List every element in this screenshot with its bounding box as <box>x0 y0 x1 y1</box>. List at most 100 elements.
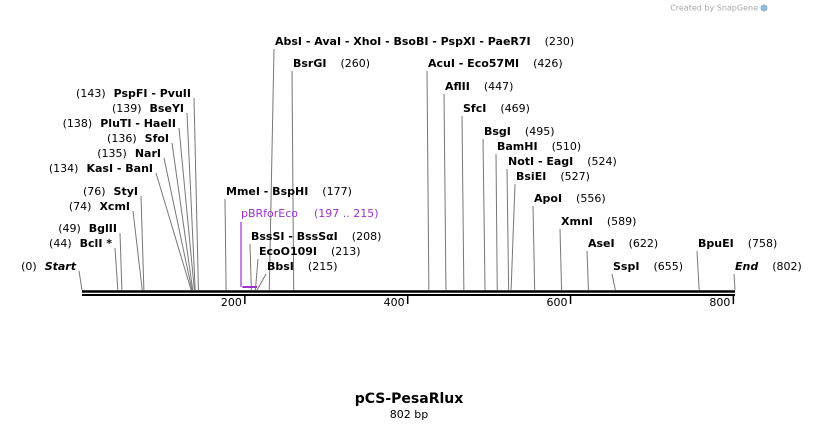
site-line <box>461 115 465 291</box>
site-position: (622) <box>629 237 659 250</box>
enzyme-name: PluTI - HaeII <box>100 117 176 130</box>
enzyme-name: BglII <box>89 222 117 235</box>
enzyme-name: XcmI <box>99 200 130 213</box>
site-label: (134) KasI - BanI <box>49 162 153 175</box>
enzyme-name: MmeI - BspHI <box>226 185 308 198</box>
site-label: BpuEI (758) <box>698 237 777 250</box>
site-label: MmeI - BspHI (177) <box>226 185 352 198</box>
site-position: (76) <box>83 185 106 198</box>
site-position: (447) <box>484 80 514 93</box>
site-position: (655) <box>653 260 683 273</box>
site-label: AflII (447) <box>445 80 513 93</box>
site-position: (143) <box>76 87 106 100</box>
site-label: BbsI (215) <box>267 260 338 273</box>
site-position: (135) <box>97 147 127 160</box>
site-line <box>155 172 192 291</box>
enzyme-name: BclI * <box>80 237 113 250</box>
site-line <box>510 183 516 291</box>
ruler-tick-label: 400 <box>384 296 405 309</box>
site-label: (49) BglII <box>58 222 117 235</box>
site-line <box>249 243 252 291</box>
site-position: (495) <box>525 125 555 138</box>
enzyme-name: AcuI - Eco57MI <box>428 57 519 70</box>
site-line <box>426 70 430 291</box>
site-line <box>224 198 227 291</box>
site-position: (758) <box>748 237 778 250</box>
site-position: (44) <box>49 237 72 250</box>
site-label: BssSI - BssSαI (208) <box>251 230 381 243</box>
site-line <box>443 93 447 291</box>
site-line <box>733 273 736 291</box>
site-line <box>291 70 295 291</box>
enzyme-name: XmnI <box>561 215 593 228</box>
enzyme-name: SfcI <box>463 102 486 115</box>
site-line <box>696 250 700 291</box>
site-label: (135) NarI <box>97 147 161 160</box>
enzyme-name: AbsI - AvaI - XhoI - BsoBI - PspXI - Pae… <box>275 35 531 48</box>
site-line <box>268 48 275 291</box>
site-line <box>78 270 83 291</box>
site-label: (139) BseYI <box>112 102 184 115</box>
site-position: (134) <box>49 162 79 175</box>
site-line <box>256 273 267 291</box>
site-position: (208) <box>352 230 382 243</box>
site-position: (426) <box>533 57 563 70</box>
site-label: BamHI (510) <box>497 140 581 153</box>
site-label: (136) SfoI <box>107 132 169 145</box>
site-position: (136) <box>107 132 137 145</box>
site-position: (177) <box>322 185 352 198</box>
enzyme-name: End <box>735 260 758 273</box>
enzyme-name: EcoO109I <box>259 245 317 258</box>
site-position: (469) <box>500 102 530 115</box>
site-position: (213) <box>331 245 361 258</box>
site-line <box>495 153 498 291</box>
enzyme-name: BbsI <box>267 260 294 273</box>
site-position: (230) <box>545 35 575 48</box>
site-line <box>178 127 195 291</box>
site-line <box>532 205 536 291</box>
site-line <box>254 258 259 291</box>
enzyme-name: SfoI <box>145 132 169 145</box>
site-position: (138) <box>63 117 93 130</box>
site-label: BsiEI (527) <box>516 170 590 183</box>
enzyme-name: BsgI <box>484 125 511 138</box>
site-label: SspI (655) <box>613 260 683 273</box>
enzyme-name: PspFI - PvuII <box>114 87 191 100</box>
enzyme-name: StyI <box>114 185 138 198</box>
site-line <box>482 138 486 291</box>
enzyme-name: AflII <box>445 80 470 93</box>
site-position: (0) <box>21 260 37 273</box>
site-label: ApoI (556) <box>534 192 606 205</box>
title: pCS-PesaRlux <box>355 391 464 407</box>
site-position: (556) <box>576 192 606 205</box>
enzyme-name: BsrGI <box>293 57 326 70</box>
credit: Created by SnapGene <box>670 4 758 13</box>
primer-range: (197 .. 215) <box>314 207 379 220</box>
site-label: (76) StyI <box>83 185 138 198</box>
site-position: (74) <box>69 200 92 213</box>
enzyme-name: AseI <box>588 237 615 250</box>
site-label: (143) PspFI - PvuII <box>76 87 191 100</box>
site-label: (138) PluTI - HaeII <box>63 117 176 130</box>
site-line <box>506 168 510 291</box>
enzyme-name: Start <box>45 260 77 273</box>
ruler-tick-label: 800 <box>709 296 730 309</box>
site-label: BsrGI (260) <box>293 57 370 70</box>
enzyme-name: NarI <box>135 147 161 160</box>
site-label: AcuI - Eco57MI (426) <box>428 57 563 70</box>
site-line <box>140 195 145 291</box>
enzyme-name: BsiEI <box>516 170 546 183</box>
length-label: 802 bp <box>390 408 428 421</box>
site-line <box>193 97 199 291</box>
site-label: SfcI (469) <box>463 102 530 115</box>
site-label: EcoO109I (213) <box>259 245 361 258</box>
site-line <box>559 228 563 291</box>
site-label: AseI (622) <box>588 237 658 250</box>
enzyme-name: ApoI <box>534 192 562 205</box>
site-line <box>586 250 589 291</box>
site-position: (215) <box>308 260 338 273</box>
site-position: (524) <box>587 155 617 168</box>
enzyme-name: BseYI <box>150 102 184 115</box>
site-label: NotI - EagI (524) <box>508 155 617 168</box>
